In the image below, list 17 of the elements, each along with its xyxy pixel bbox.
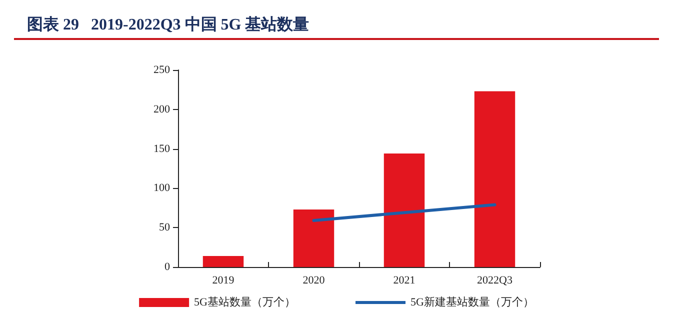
legend-label: 5G基站数量（万个） bbox=[194, 296, 296, 308]
y-tick-label: 200 bbox=[154, 103, 170, 116]
x-tick-label: 2020 bbox=[302, 274, 326, 286]
x-tick-label: 2019 bbox=[212, 274, 235, 286]
y-tick-label: 50 bbox=[159, 222, 170, 234]
y-tick-label: 150 bbox=[154, 142, 170, 155]
x-tick-label: 2022Q3 bbox=[477, 274, 513, 286]
chart-title: 图表 29 2019-2022Q3 中国 5G 基站数量 bbox=[27, 16, 310, 34]
bar bbox=[293, 209, 334, 267]
legend-label: 5G新建基站数量（万个） bbox=[410, 296, 534, 308]
bar bbox=[202, 256, 244, 267]
x-tick-label: 2021 bbox=[393, 274, 416, 286]
y-tick-label: 100 bbox=[154, 182, 170, 194]
bar bbox=[474, 91, 516, 267]
bar bbox=[384, 154, 425, 267]
y-tick-label: 250 bbox=[154, 64, 170, 76]
y-tick-label: 0 bbox=[164, 261, 170, 273]
